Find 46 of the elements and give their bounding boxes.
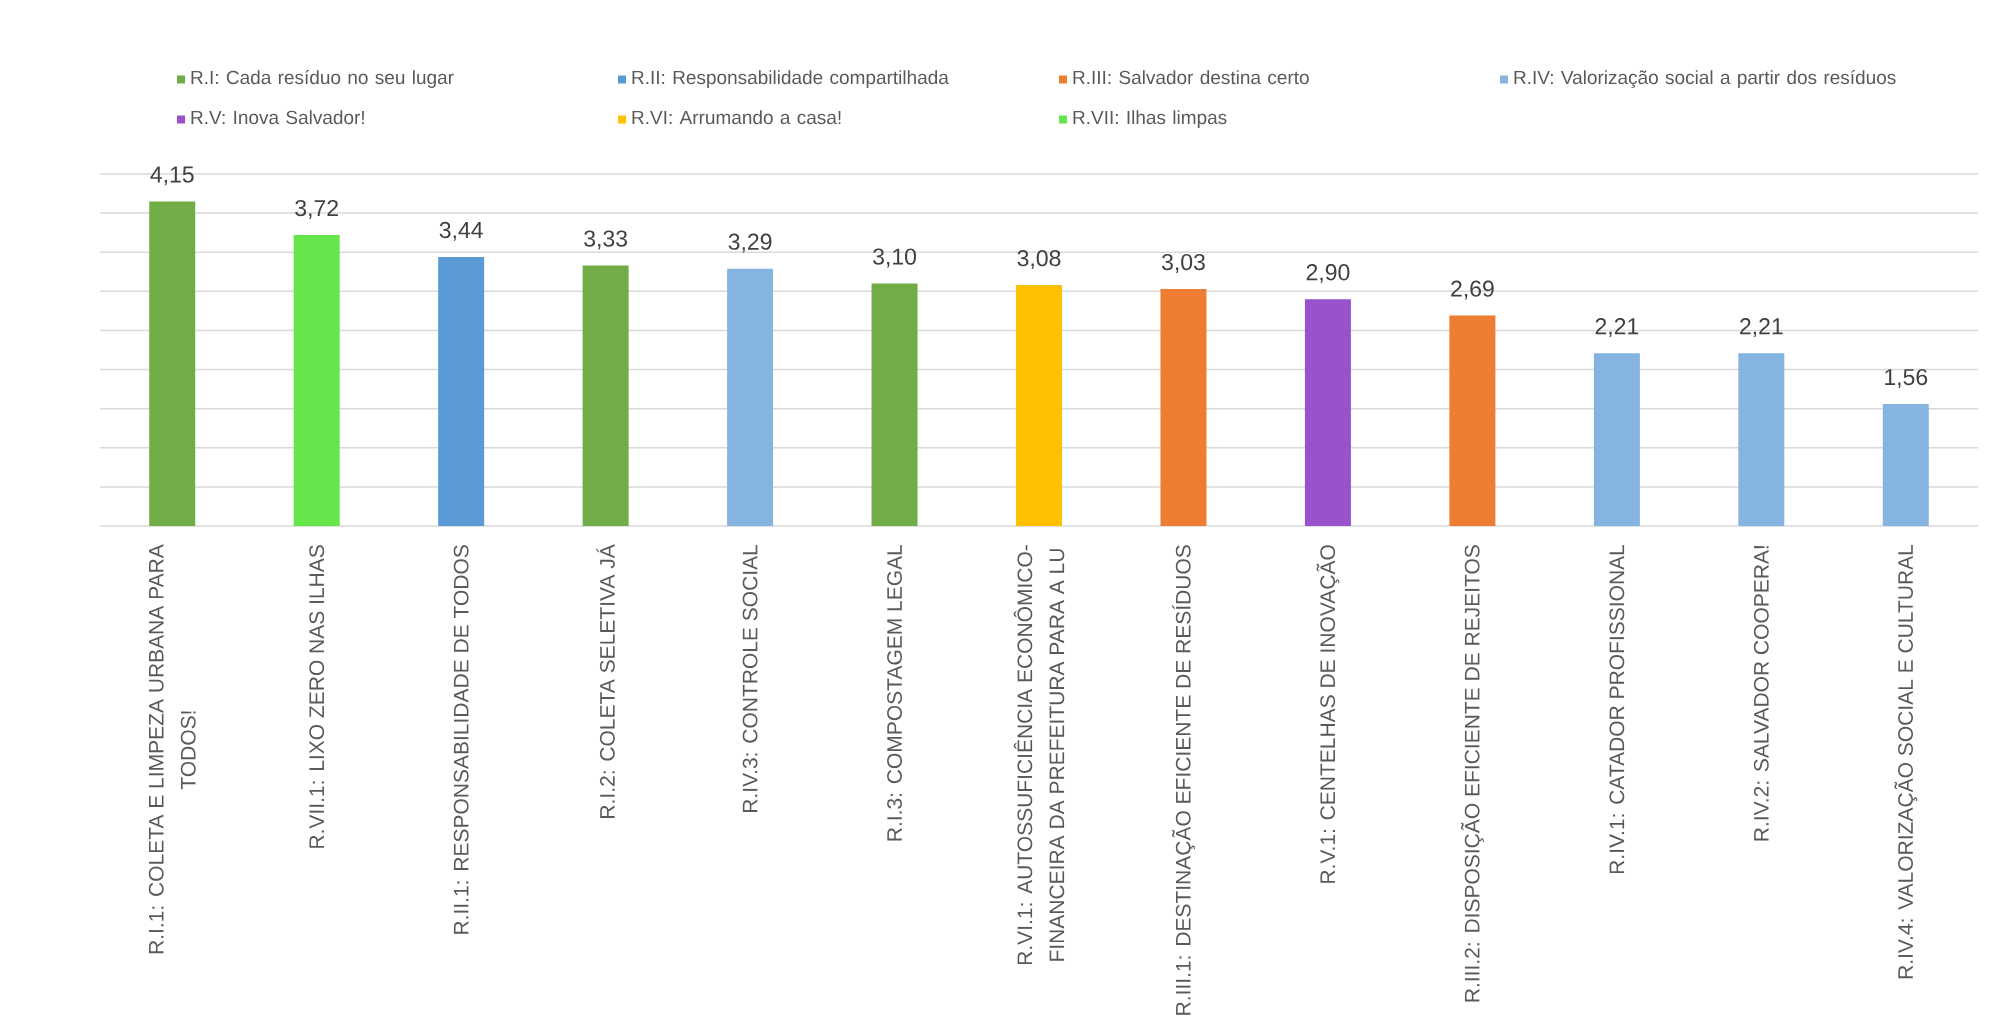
data-label: 2,69 xyxy=(1451,280,1494,300)
bar xyxy=(1593,353,1640,526)
x-tick-label: R.I.2: COLETA SELETIVA JÁ xyxy=(596,544,615,818)
x-tick-label: R.II.1: RESPONSABILIDADE DE TODOS xyxy=(453,545,469,934)
data-label: 3,72 xyxy=(295,199,338,219)
data-label: 3,10 xyxy=(873,248,917,268)
x-tick-label: R.IV.4: VALORIZAÇÃO SOCIAL E CULTURAL xyxy=(1894,544,1918,979)
x-tick-label: R.III.2: DISPOSIÇÃO EFICIENTE DE REJEITOS xyxy=(1460,545,1484,1002)
data-label: 3,44 xyxy=(439,221,483,241)
bar xyxy=(582,265,629,526)
bar xyxy=(1160,288,1207,526)
data-label: 2,21 xyxy=(1595,318,1639,338)
x-tick-label: R.IV.1: CATADOR PROFISSIONAL xyxy=(1609,544,1625,874)
data-label: 1,56 xyxy=(1885,368,1928,388)
legend-label: R.III: Salvador destina certo xyxy=(1073,70,1309,85)
data-label: 3,33 xyxy=(584,230,627,250)
legend-label: R.IV: Valorização social a partir dos resíduos xyxy=(1514,70,1896,89)
bar xyxy=(293,235,340,526)
bar xyxy=(1882,403,1929,526)
data-label: 3,29 xyxy=(728,233,772,253)
x-tick-label: R.III.1: DESTINAÇÃO EFICIENTE DE RESÍDUOS xyxy=(1172,545,1195,1015)
x-tick-label: R.IV.3: CONTROLE SOCIAL xyxy=(742,544,758,813)
data-label: 2,90 xyxy=(1306,264,1350,284)
x-tick-label: R.I.1: COLETA E LIMPEZA URBANA PARA TODOS! xyxy=(148,544,196,954)
bar xyxy=(727,268,774,526)
bar xyxy=(149,201,196,526)
x-tick-label: R.I.3: COMPOSTAGEM LEGAL xyxy=(887,544,902,841)
data-label: 2,21 xyxy=(1740,318,1783,338)
x-tick-label: R.IV.2: SALVADOR COOPERA! xyxy=(1753,546,1769,841)
legend-label: R.VII: Ilhas limpas xyxy=(1073,110,1227,128)
legend-label: R.I: Cada resíduo no seu lugar xyxy=(191,70,454,88)
x-tick-label: R.V.1: CENTELHAS DE INOVAÇÃO xyxy=(1316,545,1340,883)
bar xyxy=(1738,353,1785,526)
bar xyxy=(438,256,485,526)
data-label: 3,08 xyxy=(1017,250,1061,270)
bar xyxy=(1016,285,1063,526)
data-label: 4,15 xyxy=(150,166,194,186)
x-tick-label: R.VI.1: AUTOSSUFICIÊNCIA ECONÔMICO-FINANCEIRA DA PREFEITURA PARA A LU xyxy=(1013,545,1065,965)
legend-label: R.V: Inova Salvador! xyxy=(191,110,364,125)
legend-label: R.VI: Arrumando a casa! xyxy=(632,110,841,125)
legend-label: R.II: Responsabilidade compartilhada xyxy=(632,70,949,88)
data-label: 3,03 xyxy=(1161,253,1205,273)
x-tick-label: R.VII.1: LIXO ZERO NAS ILHAS xyxy=(309,545,325,848)
bar xyxy=(1449,315,1496,526)
bar xyxy=(871,283,918,526)
bar xyxy=(1304,299,1351,526)
